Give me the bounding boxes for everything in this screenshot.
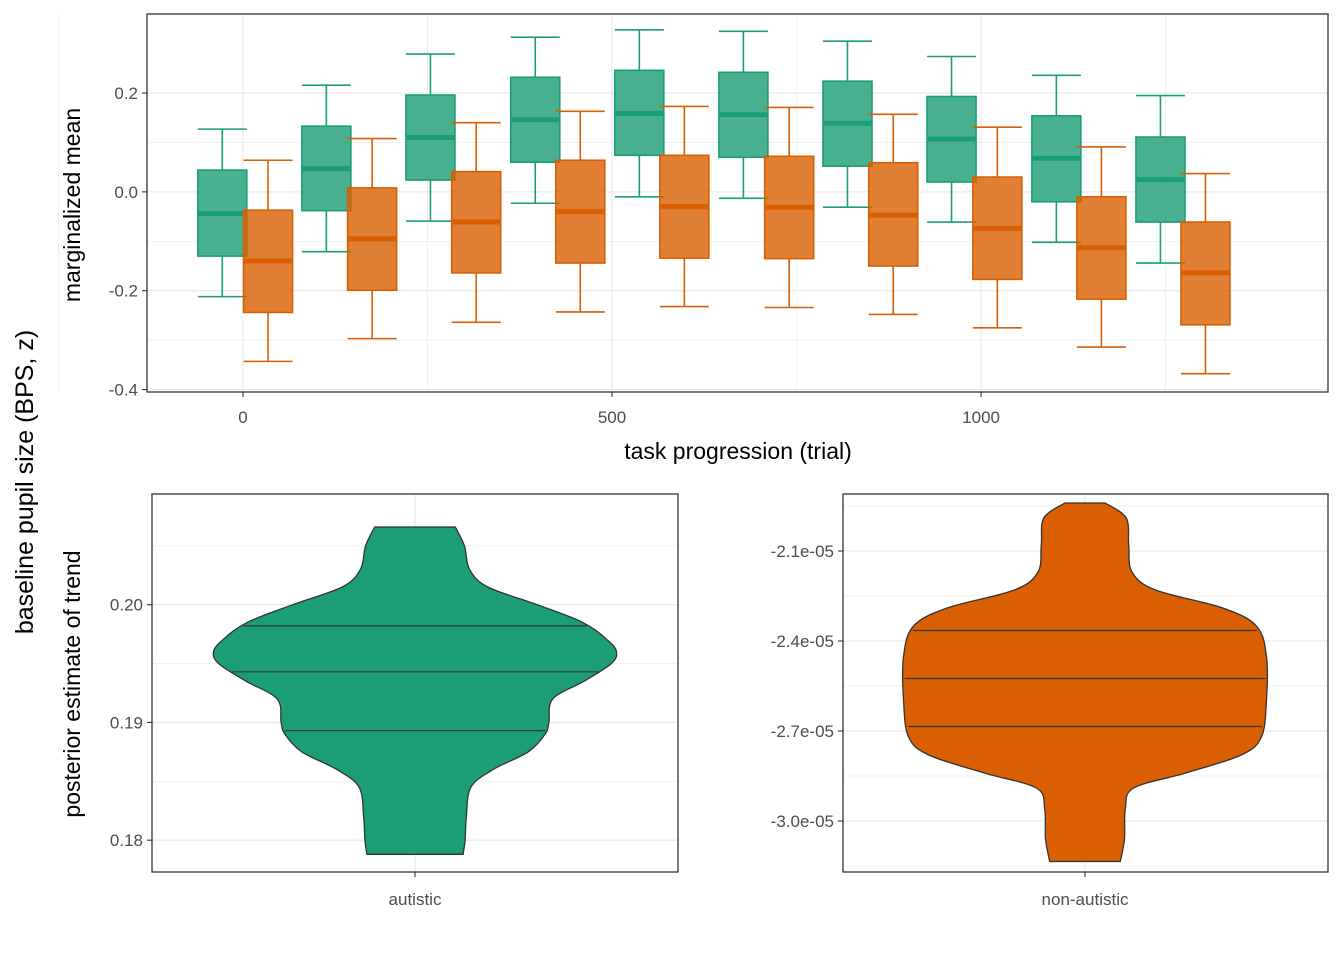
box-non-autistic <box>554 110 606 313</box>
box-non-autistic <box>450 121 502 324</box>
panel-violin-non-autistic: -3.0e-05 -2.7e-05 -2.4e-05 -2.1e-05 non-aut… <box>771 493 1329 909</box>
x-tick-label: 1000 <box>962 408 1000 427</box>
box-autistic <box>405 53 456 222</box>
violin-body-autistic <box>212 526 618 855</box>
violin-autistic-y-ticks: 0.18 0.19 0.20 <box>110 596 152 850</box>
y-tick-label: 0.0 <box>114 183 138 202</box>
y-tick-label: -0.4 <box>109 381 138 400</box>
boxplot-x-ticks: 0 500 1000 <box>238 392 1000 427</box>
box-non-autistic <box>1076 146 1127 348</box>
shared-y-axis-title: baseline pupil size (BPS, z) <box>11 330 39 634</box>
x-tick-label: 0 <box>238 408 247 427</box>
box-non-autistic <box>659 105 710 308</box>
y-tick-label: 0.20 <box>110 596 143 615</box>
y-tick-label: 0.19 <box>110 713 143 732</box>
y-tick-label: -2.7e-05 <box>771 722 834 741</box>
x-tick-label: 500 <box>598 408 626 427</box>
box-non-autistic <box>972 126 1023 329</box>
violin-non-autistic-y-ticks: -3.0e-05 -2.7e-05 -2.4e-05 -2.1e-05 <box>771 542 843 831</box>
boxplot-x-axis-title: task progression (trial) <box>624 438 852 464</box>
y-tick-label: -0.2 <box>109 282 138 301</box>
box-autistic <box>1031 74 1082 244</box>
box-autistic <box>614 29 665 198</box>
box-non-autistic <box>763 106 815 309</box>
box-non-autistic <box>1180 172 1231 375</box>
box-series-non-autistic <box>242 105 1231 375</box>
box-autistic <box>301 84 352 253</box>
boxplot-border <box>146 13 1329 393</box>
y-tick-label: 0.2 <box>114 84 138 103</box>
violin-autistic-marks <box>212 526 618 855</box>
violin-y-axis-title: posterior estimate of trend <box>59 550 85 817</box>
box-autistic <box>1135 94 1186 264</box>
violin-autistic-x-ticks: autistic <box>389 872 442 909</box>
panel-violin-autistic: 0.18 0.19 0.20 autistic posterior estimate… <box>59 493 679 909</box>
box-non-autistic <box>242 159 294 363</box>
violin-body-non-autistic <box>901 502 1269 863</box>
boxplot-y-axis-title: marginalized mean <box>59 108 85 302</box>
box-autistic <box>926 55 977 223</box>
box-autistic <box>509 36 561 205</box>
box-series-autistic <box>196 29 1186 298</box>
boxplot-marks <box>196 29 1231 375</box>
y-tick-label: -2.1e-05 <box>771 542 834 561</box>
box-non-autistic <box>346 137 398 340</box>
box-non-autistic <box>867 113 919 316</box>
panel-boxplot: 0.2 0.0 -0.2 -0.4 0 500 1000 task progression… <box>58 13 1329 464</box>
y-tick-label: 0.18 <box>110 831 143 850</box>
x-tick-label-autistic: autistic <box>389 890 442 909</box>
y-tick-label: -3.0e-05 <box>771 812 834 831</box>
y-tick-label: -2.4e-05 <box>771 632 834 651</box>
violin-non-autistic-marks <box>901 502 1269 863</box>
violin-non-autistic-x-ticks: non-autistic <box>1042 872 1129 909</box>
boxplot-y-ticks: 0.2 0.0 -0.2 -0.4 <box>109 84 147 400</box>
x-tick-label-non-autistic: non-autistic <box>1042 890 1129 909</box>
box-autistic <box>718 30 769 200</box>
box-autistic <box>822 40 873 208</box>
